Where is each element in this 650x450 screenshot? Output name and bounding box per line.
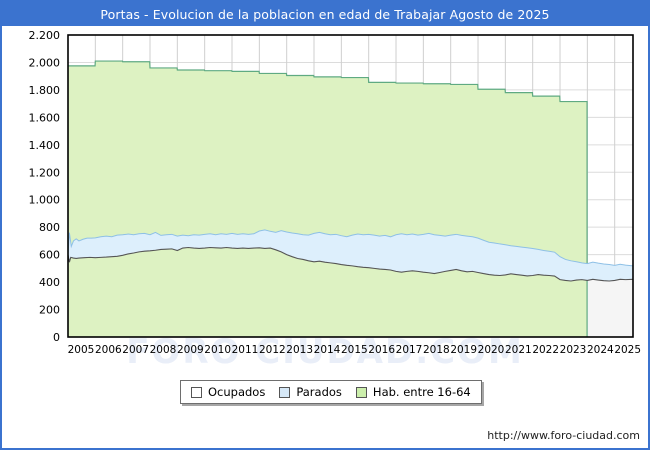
x-tick-2010: 2010 bbox=[204, 344, 231, 356]
y-tick-1.400: 1.400 bbox=[29, 139, 61, 152]
y-tick-1.200: 1.200 bbox=[29, 166, 61, 179]
source-url[interactable]: http://www.foro-ciudad.com bbox=[487, 429, 640, 442]
legend-item-ocupados[interactable]: Ocupados bbox=[191, 385, 265, 399]
window-title-bar: Portas - Evolucion de la poblacion en ed… bbox=[2, 2, 648, 26]
x-tick-2021: 2021 bbox=[505, 344, 532, 356]
x-tick-2011: 2011 bbox=[232, 344, 259, 356]
y-tick-0: 0 bbox=[53, 331, 60, 344]
x-tick-2022: 2022 bbox=[532, 344, 559, 356]
data-series bbox=[67, 60, 634, 337]
x-tick-2023: 2023 bbox=[560, 344, 587, 356]
legend-label-hab-16-64: Hab. entre 16-64 bbox=[372, 385, 471, 399]
chart-canvas: 0 200 400 600 800 1.000 1.200 1.400 1.600 1.800 2.… bbox=[2, 26, 648, 446]
y-tick-2.200: 2.200 bbox=[29, 29, 61, 42]
legend-swatch-ocupados bbox=[191, 386, 202, 398]
x-tick-2014: 2014 bbox=[314, 344, 341, 356]
x-tick-2016: 2016 bbox=[368, 344, 395, 356]
legend-swatch-parados bbox=[279, 386, 291, 398]
y-tick-200: 200 bbox=[39, 304, 60, 317]
legend-item-hab-16-64[interactable]: Hab. entre 16-64 bbox=[355, 385, 471, 399]
y-tick-800: 800 bbox=[39, 221, 60, 234]
y-tick-1.600: 1.600 bbox=[29, 111, 61, 124]
x-tick-2024: 2024 bbox=[587, 344, 614, 356]
x-tick-2015: 2015 bbox=[341, 344, 368, 356]
y-axis-tick-labels: 0 200 400 600 800 1.000 1.200 1.400 1.600 1.800 2.… bbox=[29, 29, 61, 344]
x-tick-2018: 2018 bbox=[423, 344, 450, 356]
chart-legend[interactable]: Ocupados Parados Hab. entre 16-64 bbox=[180, 380, 482, 404]
x-tick-2013: 2013 bbox=[286, 344, 313, 356]
x-tick-2020: 2020 bbox=[478, 344, 505, 356]
legend-swatch-hab-16-64 bbox=[355, 386, 367, 398]
x-tick-2012: 2012 bbox=[259, 344, 286, 356]
legend-label-parados: Parados bbox=[296, 385, 342, 399]
legend-item-parados[interactable]: Parados bbox=[279, 385, 342, 399]
x-tick-2005: 2005 bbox=[68, 344, 95, 356]
x-tick-2025: 2025 bbox=[614, 344, 641, 356]
x-tick-2009: 2009 bbox=[177, 344, 204, 356]
y-tick-1.000: 1.000 bbox=[29, 194, 61, 207]
x-tick-2008: 2008 bbox=[150, 344, 177, 356]
legend-label-ocupados: Ocupados bbox=[208, 385, 266, 399]
y-tick-1.800: 1.800 bbox=[29, 84, 61, 97]
page-title: Portas - Evolucion de la poblacion en ed… bbox=[100, 6, 550, 22]
x-tick-2007: 2007 bbox=[122, 344, 149, 356]
x-tick-2017: 2017 bbox=[396, 344, 423, 356]
x-axis-tick-labels: 2005 2006 2007 2008 2009 2010 2011 2012 2013 2014… bbox=[68, 344, 641, 356]
population-area-chart: 0 200 400 600 800 1.000 1.200 1.400 1.600 1.800 2.… bbox=[29, 29, 642, 356]
x-tick-2019: 2019 bbox=[450, 344, 477, 356]
x-tick-2006: 2006 bbox=[95, 344, 122, 356]
y-tick-2.000: 2.000 bbox=[29, 56, 61, 69]
y-tick-600: 600 bbox=[39, 249, 60, 262]
axis-lines bbox=[67, 34, 634, 338]
y-tick-400: 400 bbox=[39, 276, 60, 289]
